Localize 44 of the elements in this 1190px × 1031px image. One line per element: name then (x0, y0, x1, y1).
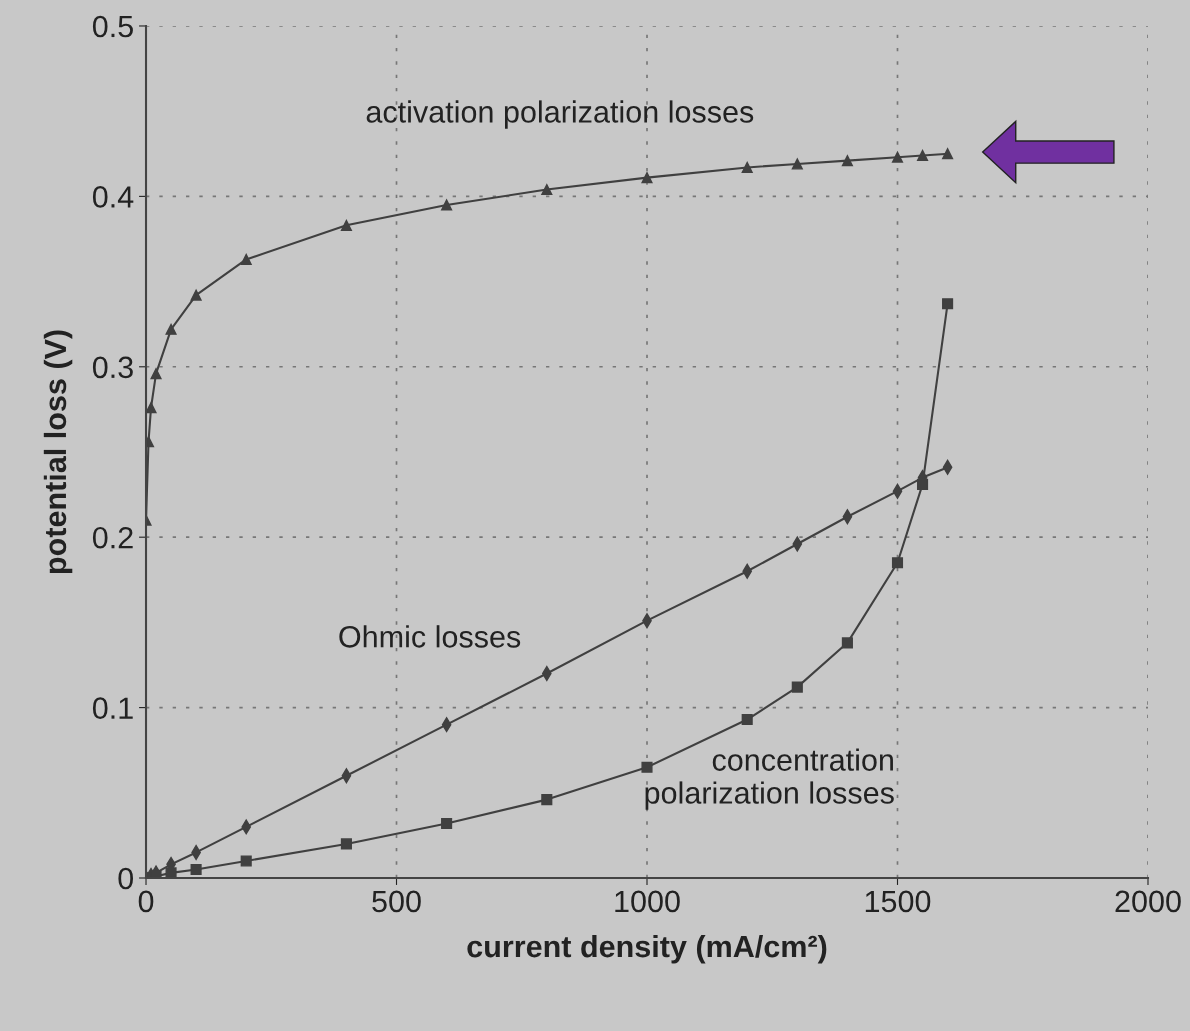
point (340, 838, 352, 850)
point (891, 557, 904, 569)
point (146, 402, 157, 414)
point (190, 289, 202, 301)
point (942, 298, 954, 310)
y-tick-label: 0.4 (92, 186, 134, 208)
annotation: concentration polarization losses (645, 748, 894, 810)
x-tick-label: 500 (372, 890, 421, 913)
y-tick-label: 0 (118, 867, 134, 890)
annotation: activation polarization losses (366, 100, 754, 129)
y-tick-label: 0.1 (92, 697, 133, 719)
y-tick-label: 0.2 (92, 526, 133, 549)
point (916, 149, 929, 162)
y-tick-label: 0.3 (92, 356, 133, 379)
point (240, 253, 252, 265)
point (841, 637, 853, 649)
annotation: Ohmic losses (339, 625, 521, 648)
x-tick-label: 1000 (615, 890, 680, 913)
point (916, 478, 929, 490)
point (841, 155, 853, 167)
x-axis-title: current density (mA/cm²) (467, 934, 827, 964)
x-tick-label: 1500 (865, 890, 931, 913)
point (641, 172, 653, 184)
point (190, 863, 202, 876)
x-tick-label: 2000 (1115, 890, 1181, 913)
point (741, 161, 753, 173)
point (541, 794, 553, 806)
point (441, 817, 453, 830)
point (441, 199, 453, 211)
point (165, 323, 177, 335)
point (165, 867, 177, 878)
point (791, 681, 803, 693)
point (340, 219, 352, 231)
point (942, 148, 954, 160)
point (641, 761, 653, 773)
point (541, 184, 553, 196)
point (240, 855, 252, 867)
point (150, 368, 162, 380)
point (741, 713, 753, 726)
point (891, 151, 904, 163)
y-tick-label: 0.5 (92, 15, 133, 38)
y-axis-title: potential loss (V) (43, 330, 73, 574)
x-tick-label: 0 (138, 890, 154, 913)
point (791, 158, 803, 170)
